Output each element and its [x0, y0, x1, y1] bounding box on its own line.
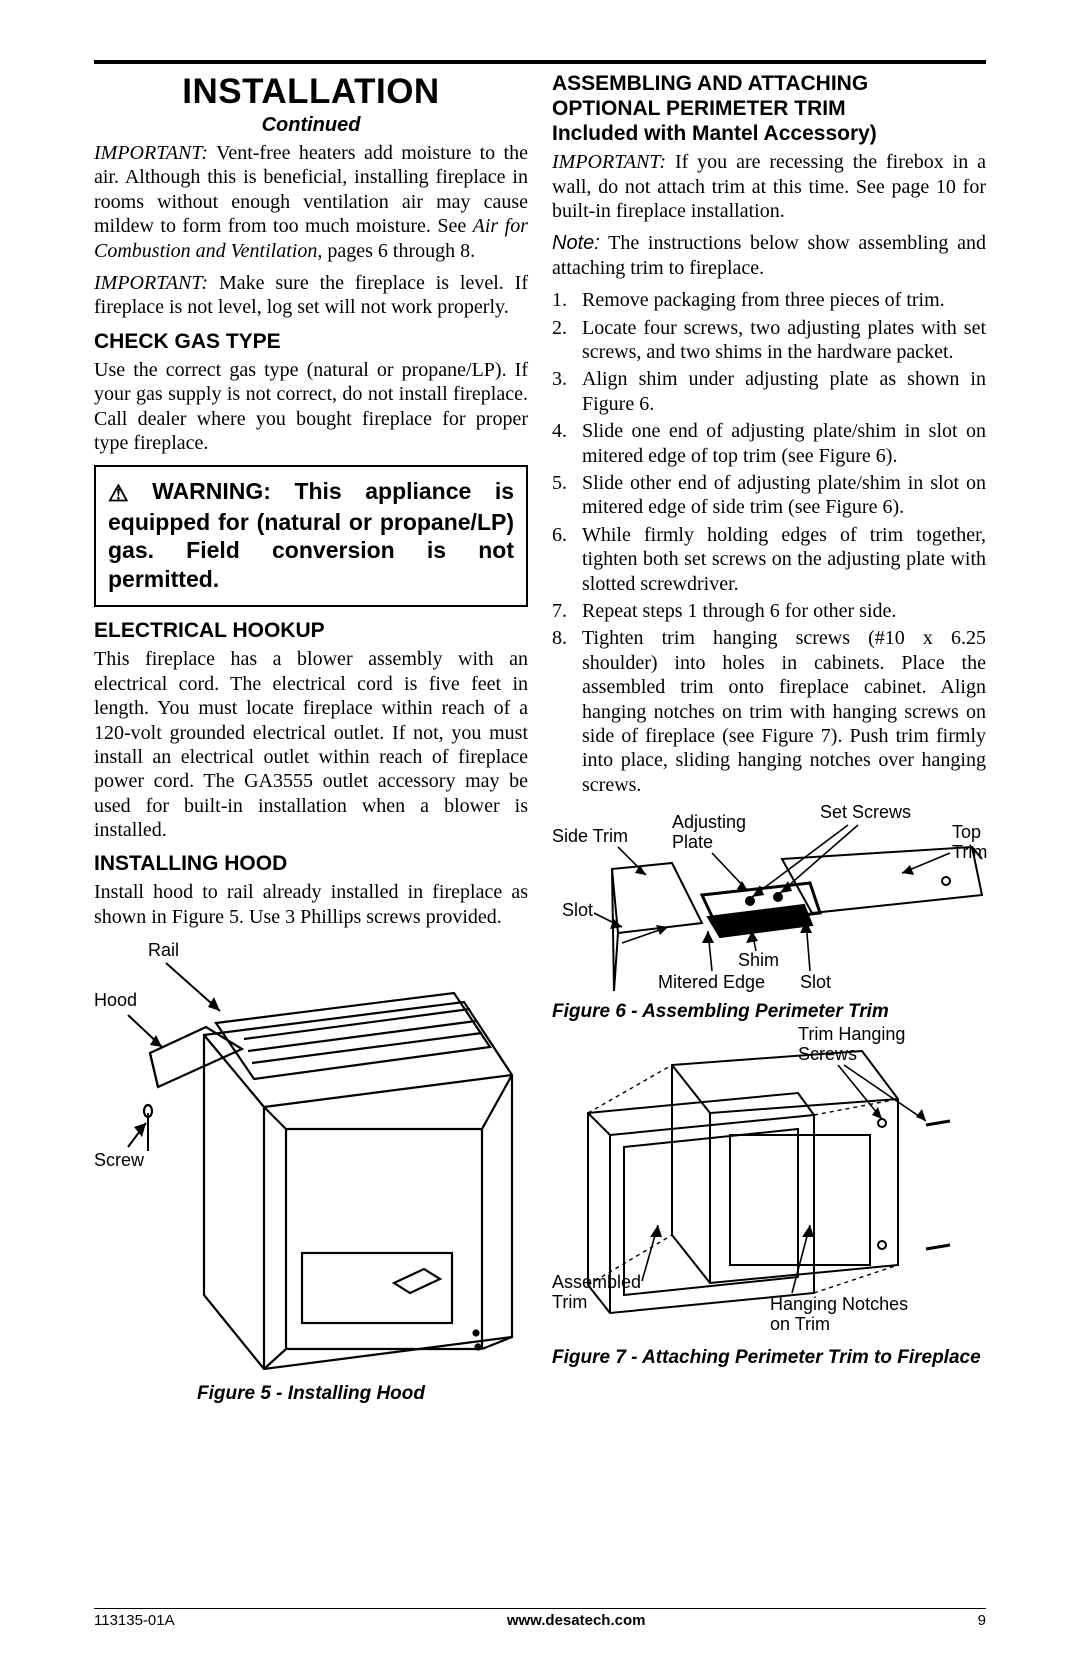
step-5: Slide other end of adjusting plate/shim … — [552, 471, 986, 520]
assemble-l1: ASSEMBLING AND ATTACHING — [552, 72, 868, 95]
step-6: While firmly holding edges of trim toget… — [552, 523, 986, 596]
important-note-1: IMPORTANT: Vent-free heaters add moistur… — [94, 141, 528, 263]
fig6-top-trim: Top Trim — [952, 823, 987, 863]
assemble-heading: ASSEMBLING AND ATTACHING OPTIONAL PERIME… — [552, 72, 986, 146]
fig7-trim-hanging: Trim Hanging Screws — [798, 1025, 905, 1065]
step-1: Remove packaging from three pieces of tr… — [552, 288, 986, 312]
important-note-2: IMPORTANT: Make sure the fireplace is le… — [94, 271, 528, 320]
figure-6-diagram: Side Trim Adjusting Plate Set Screws Top… — [552, 803, 986, 995]
note-text: The instructions below show assembling a… — [552, 232, 986, 278]
note-label: Note: — [552, 232, 600, 254]
footer-row: 113135-01A www.desatech.com 9 — [94, 1612, 986, 1629]
left-column: INSTALLATION Continued IMPORTANT: Vent-f… — [94, 72, 528, 1405]
electrical-heading: ELECTRICAL HOOKUP — [94, 619, 528, 643]
page-footer: 113135-01A www.desatech.com 9 — [94, 1608, 986, 1629]
important-label-3: IMPORTANT: — [552, 151, 666, 173]
two-column-layout: INSTALLATION Continued IMPORTANT: Vent-f… — [94, 72, 986, 1405]
right-column: ASSEMBLING AND ATTACHING OPTIONAL PERIME… — [552, 72, 986, 1405]
footer-doc-id: 113135-01A — [94, 1612, 175, 1629]
fig6-set-screws: Set Screws — [820, 803, 911, 823]
warning-box: ⚠ WARNING: This appliance is equipped fo… — [94, 465, 528, 607]
fig5-label-screw: Screw — [94, 1151, 144, 1171]
fig7-hanging-notches: Hanging Notches on Trim — [770, 1295, 908, 1335]
figure-5-diagram: Rail Hood Screw — [94, 937, 528, 1377]
section-title: INSTALLATION — [94, 72, 528, 112]
important1-tail: pages 6 through 8. — [322, 240, 475, 262]
hood-heading: INSTALLING HOOD — [94, 852, 528, 876]
assemble-l2: OPTIONAL PERIMETER TRIM — [552, 97, 846, 120]
step-3: Align shim under adjusting plate as show… — [552, 367, 986, 416]
footer-rule — [94, 1608, 986, 1609]
note-line: Note: The instructions below show assemb… — [552, 231, 986, 280]
assembly-steps: Remove packaging from three pieces of tr… — [552, 288, 986, 797]
fig6-shim: Shim — [738, 951, 779, 971]
warning-icon: ⚠ — [108, 479, 129, 508]
fig7-caption: Figure 7 - Attaching Perimeter Trim to F… — [552, 1347, 986, 1369]
fig6-slot1: Slot — [562, 901, 593, 921]
figure-7-diagram: Trim Hanging Screws Assembled Trim Hangi… — [552, 1025, 986, 1341]
fig5-caption: Figure 5 - Installing Hood — [94, 1383, 528, 1405]
electrical-text: This fireplace has a blower assembly wit… — [94, 647, 528, 842]
warning-text: ⚠ WARNING: This appliance is equipped fo… — [108, 477, 514, 593]
important-note-3: IMPORTANT: If you are recessing the fire… — [552, 150, 986, 223]
step-4: Slide one end of adjusting plate/shim in… — [552, 419, 986, 468]
footer-page-number: 9 — [978, 1612, 986, 1629]
fig6-adjusting-plate: Adjusting Plate — [672, 813, 746, 853]
footer-url: www.desatech.com — [507, 1612, 646, 1629]
fig5-label-rail: Rail — [148, 941, 179, 961]
fig7-assembled: Assembled Trim — [552, 1273, 641, 1313]
check-gas-text: Use the correct gas type (natural or pro… — [94, 358, 528, 456]
important-label-2: IMPORTANT: — [94, 272, 208, 294]
step-2: Locate four screws, two adjusting plates… — [552, 316, 986, 365]
fig5-label-hood: Hood — [94, 991, 137, 1011]
top-rule — [94, 60, 986, 64]
important-label: IMPORTANT: — [94, 142, 208, 164]
fig6-caption: Figure 6 - Assembling Perimeter Trim — [552, 1001, 986, 1023]
fig6-side-trim: Side Trim — [552, 827, 628, 847]
check-gas-heading: CHECK GAS TYPE — [94, 330, 528, 354]
hood-text: Install hood to rail already installed i… — [94, 880, 528, 929]
fig6-slot2: Slot — [800, 973, 831, 993]
warning-body: WARNING: This appliance is equipped for … — [108, 478, 514, 592]
assemble-l3: Included with Mantel Accessory) — [552, 122, 877, 145]
fig5-svg — [94, 937, 528, 1377]
step-7: Repeat steps 1 through 6 for other side. — [552, 599, 986, 623]
step-8: Tighten trim hanging screws (#10 x 6.25 … — [552, 626, 986, 797]
fig6-mitered: Mitered Edge — [658, 973, 765, 993]
continued-label: Continued — [94, 114, 528, 137]
